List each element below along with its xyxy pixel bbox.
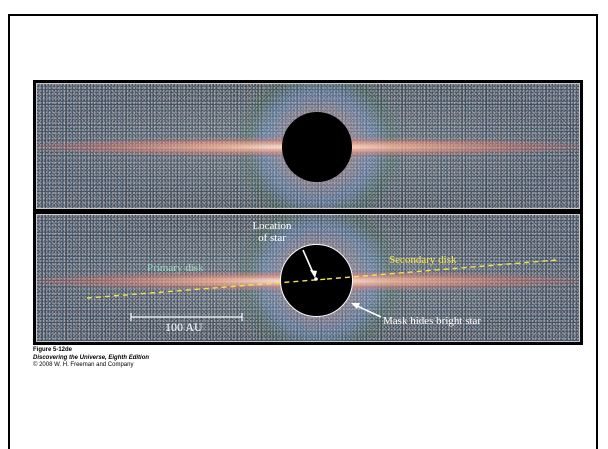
- secondary-disk-line: [326, 259, 558, 280]
- star-location-dot: [314, 277, 318, 281]
- slide-border-left: [8, 14, 10, 449]
- mask-arrow-head: [351, 303, 360, 309]
- figure-number: Figure 5-12de: [33, 347, 73, 353]
- occulting-mask: [282, 112, 352, 182]
- primary-disk-label: Primary disk: [147, 262, 204, 274]
- figure-image: Location of star Primary disk Secondary …: [33, 80, 583, 345]
- scale-bar-label: 100 AU: [165, 320, 203, 334]
- book-title: Discovering the Universe, Eighth Edition: [33, 354, 150, 361]
- primary-disk-line: [86, 278, 328, 299]
- slide-border-top: [8, 14, 598, 16]
- bottom-panel-image: Location of star Primary disk Secondary …: [36, 214, 580, 342]
- copyright-line: © 2008 W. H. Freeman and Company: [33, 362, 134, 368]
- location-of-star-label: Location of star: [252, 220, 292, 244]
- figure-caption: Figure 5-12de Discovering the Universe, …: [33, 347, 149, 370]
- star-arrow-head: [310, 270, 317, 278]
- annotations-overlay: [86, 249, 558, 321]
- occulting-mask: [280, 244, 353, 317]
- secondary-disk-label: Secondary disk: [389, 254, 457, 266]
- mask-label: Mask hides bright star: [383, 315, 482, 327]
- slide-border-right: [596, 14, 598, 449]
- top-panel-image: [36, 83, 580, 209]
- mask-arrow-line: [354, 304, 382, 318]
